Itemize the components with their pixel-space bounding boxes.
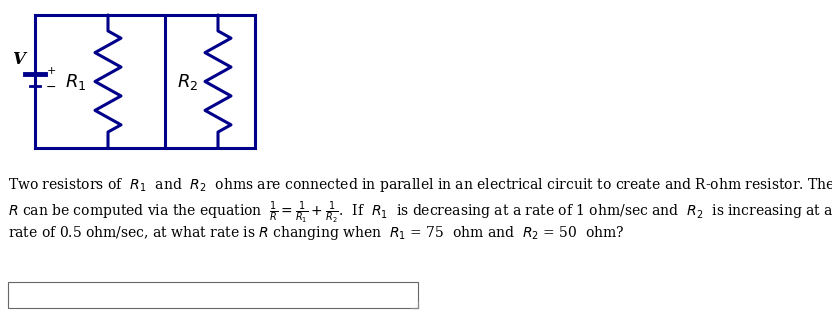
Text: $R_1$: $R_1$ <box>65 71 87 91</box>
Text: V: V <box>12 51 26 68</box>
Text: $R$ can be computed via the equation  $\frac{1}{R} = \frac{1}{R_1} + \frac{1}{R_: $R$ can be computed via the equation $\f… <box>8 200 832 226</box>
Text: Two resistors of  $R_1$  and  $R_2$  ohms are connected in parallel in an electr: Two resistors of $R_1$ and $R_2$ ohms ar… <box>8 176 832 194</box>
Text: −: − <box>46 81 57 94</box>
Text: rate of 0.5 ohm/sec, at what rate is $R$ changing when  $R_1$ = 75  ohm and  $R_: rate of 0.5 ohm/sec, at what rate is $R$… <box>8 224 625 242</box>
Text: $R_2$: $R_2$ <box>177 71 199 91</box>
Text: +: + <box>47 66 56 76</box>
Bar <box>8 282 418 308</box>
